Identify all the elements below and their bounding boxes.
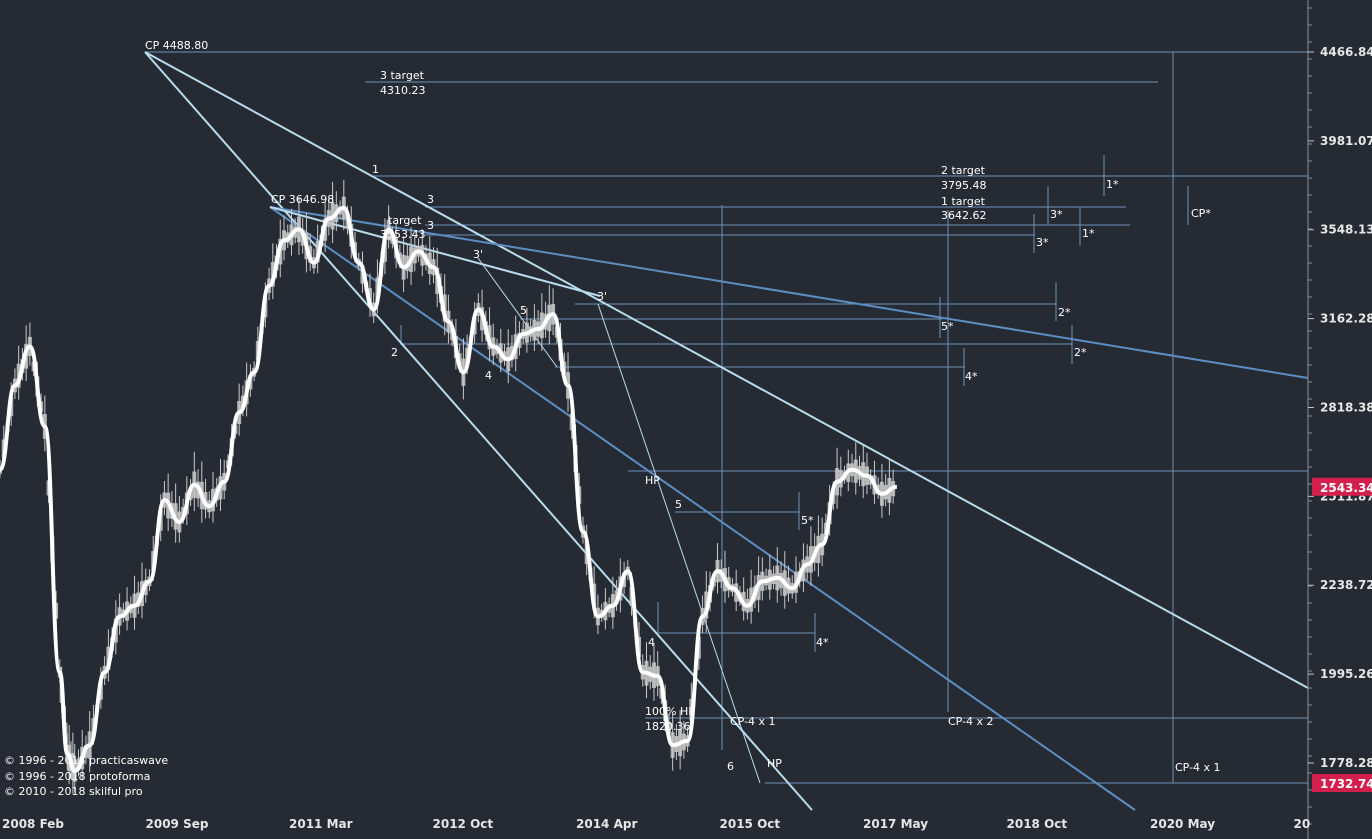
x-tick-label: 2012 Oct — [433, 817, 494, 831]
trend-3prime-b — [597, 303, 761, 784]
target1-value: 3642.62 — [941, 209, 987, 222]
hp100-value: 1820.36 — [645, 720, 691, 733]
trend-lines — [144, 51, 1309, 811]
wave-label: 4 — [485, 369, 492, 382]
trend-cp-mid-blue-lower — [269, 206, 1136, 811]
target-mid-value: 3553.43 — [380, 228, 426, 241]
x-tick-label: 2017 May — [863, 817, 928, 831]
x-tick-label: 2008 Feb — [2, 817, 64, 831]
target2-value: 3795.48 — [941, 179, 987, 192]
wave-label: 4 — [648, 636, 655, 649]
copyright-line: © 1996 - 2018 practicaswave — [4, 754, 168, 767]
trend-cp-lower — [144, 51, 813, 811]
trend-cp-mid-blue — [269, 206, 1309, 379]
y-tick-label: 3162.28 — [1320, 312, 1372, 326]
price-badge-label: 1732.74 — [1320, 777, 1372, 791]
target3-title: 3 target — [380, 69, 425, 82]
target2-title: 2 target — [941, 164, 986, 177]
wave-label: 1* — [1106, 178, 1119, 191]
hp-lower-label: HP — [767, 757, 782, 770]
price-badge — [1312, 774, 1372, 792]
x-tick-label: 2014 Apr — [576, 817, 637, 831]
x-tick-label: 2009 Sep — [146, 817, 209, 831]
wave-label: 6 — [727, 760, 734, 773]
cp-4x1-right-label: CP-4 x 1 — [1175, 761, 1221, 774]
cp-4x1-left-label: CP-4 x 1 — [730, 715, 776, 728]
x-tick-label: 2018 Oct — [1007, 817, 1068, 831]
copyright-line: © 1996 - 2018 protoforma — [4, 770, 150, 783]
candles — [0, 179, 896, 794]
wave-label: 3* — [1050, 208, 1063, 221]
wave-label: 2* — [1074, 346, 1087, 359]
cp-star-label: CP* — [1191, 207, 1211, 220]
price-badges: 2543.34 1732.74 — [1312, 477, 1372, 792]
wave-label: 3 — [427, 219, 434, 232]
copyright-line: © 2010 - 2018 skilful pro — [4, 785, 143, 798]
wave-label: 4* — [965, 370, 978, 383]
wave-label: 3* — [1036, 236, 1049, 249]
wave-label: 3 — [427, 193, 434, 206]
x-tick-label: 2020 May — [1150, 817, 1215, 831]
x-tick-label: 20 — [1294, 817, 1311, 831]
target-level-lines — [145, 51, 1308, 784]
cp-4x2-label: CP-4 x 2 — [948, 715, 994, 728]
wave-label: 2* — [1058, 306, 1071, 319]
wave-label: 5* — [941, 320, 954, 333]
price-badge — [1312, 477, 1372, 496]
target3-value: 4310.23 — [380, 84, 426, 97]
target1-title: 1 target — [941, 195, 986, 208]
y-tick-label: 1778.28 — [1320, 756, 1372, 770]
cp-mid-label: CP 3646.98 — [271, 193, 334, 206]
y-tick-label: 3548.13 — [1320, 223, 1372, 237]
wave-label: 2 — [391, 346, 398, 359]
wave-label: 3' — [597, 290, 607, 303]
wave-label: 5 — [520, 304, 527, 317]
hp-upper-label: HP — [645, 474, 660, 487]
target-mid-title: target — [388, 214, 422, 227]
y-tick-label: 2238.72 — [1320, 578, 1372, 592]
y-tick-label: 1995.26 — [1320, 667, 1372, 681]
x-tick-label: 2015 Oct — [720, 817, 781, 831]
y-axis: 4466.843981.073548.133162.282818.382511.… — [1307, 0, 1372, 839]
wave-label: 5* — [801, 514, 814, 527]
copyright-block: © 1996 - 2018 practicaswave © 1996 - 201… — [4, 754, 168, 798]
x-axis: 2008 Feb 2009 Sep 2011 Mar 2012 Oct 2014 Apr… — [2, 817, 1310, 831]
annotation-labels: CP 4488.80 CP 3646.98 3 target 4310.23 2… — [145, 39, 1221, 774]
cp-high-label: CP 4488.80 — [145, 39, 208, 52]
trend-cp-upper — [144, 51, 1309, 689]
wave-label: 4* — [816, 636, 829, 649]
trend-3prime — [477, 257, 558, 368]
price-line — [0, 205, 898, 773]
price-badge-label: 2543.34 — [1320, 481, 1372, 495]
x-tick-label: 2011 Mar — [289, 817, 353, 831]
y-tick-label: 2818.38 — [1320, 400, 1372, 414]
wave-label: 1 — [372, 163, 379, 176]
hp100-title: 100% HP — [645, 705, 695, 718]
wave-label: 5 — [675, 498, 682, 511]
y-tick-label: 3981.07 — [1320, 134, 1372, 148]
y-tick-label: 4466.84 — [1320, 45, 1372, 59]
wave-label: 1* — [1082, 227, 1095, 240]
wave-label: 3' — [473, 248, 483, 261]
